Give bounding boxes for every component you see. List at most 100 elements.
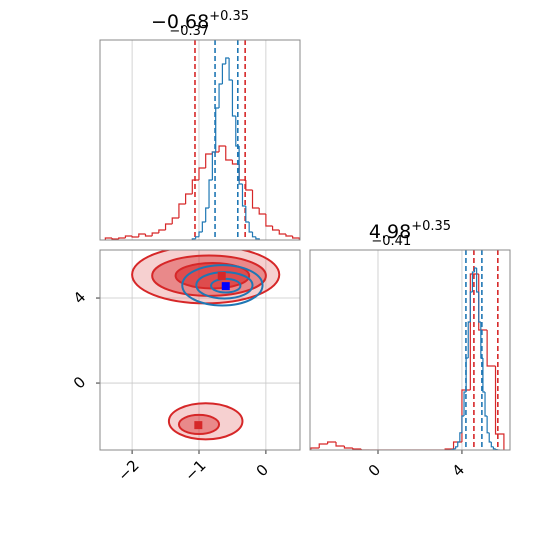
y-tick-label: 4: [70, 288, 89, 307]
histogram-bin: [225, 146, 233, 161]
histogram-bin: [271, 226, 280, 231]
histogram-bin: [482, 358, 486, 393]
histogram-bin: [343, 446, 353, 449]
histogram-bin: [178, 203, 186, 218]
title-median: −0.68: [151, 11, 209, 33]
histogram-bin: [208, 179, 213, 208]
title-minus: −0.41: [371, 234, 411, 249]
histogram-bin: [327, 441, 337, 444]
histogram-bin: [164, 223, 173, 230]
histogram-bin: [486, 330, 496, 367]
histogram-bin: [198, 167, 206, 180]
histogram-bin: [278, 230, 286, 235]
histogram-bin: [104, 237, 113, 240]
panel-title: −0.68+0.35 −0.37: [151, 9, 249, 39]
x-tick-label: 0: [365, 461, 384, 480]
histogram-bin: [144, 234, 153, 237]
histogram-bin: [258, 208, 266, 215]
histogram-bin: [285, 234, 293, 237]
histogram-bin: [205, 153, 213, 168]
histogram-bin: [124, 235, 133, 238]
histogram-bin: [111, 238, 119, 240]
title-plus: +0.35: [209, 9, 249, 24]
contour-level: [167, 402, 244, 441]
histogram-bin: [218, 83, 223, 108]
histogram-bin: [471, 271, 475, 292]
histogram-bin: [461, 415, 465, 433]
histogram-bin: [251, 190, 260, 209]
histogram-bin: [352, 448, 362, 450]
histogram-bin: [198, 231, 203, 237]
histogram-bin: [185, 193, 193, 204]
x-tick-label: 4: [449, 461, 468, 480]
x-tick-label: 0: [253, 461, 272, 480]
histogram-bin: [131, 236, 139, 238]
histogram-bin: [195, 236, 199, 239]
histogram-bin: [171, 217, 179, 224]
point-marker: [221, 282, 230, 291]
histogram-bin: [490, 442, 494, 448]
frame: [99, 39, 301, 241]
contour-level: [210, 277, 242, 294]
point-marker: [217, 271, 226, 280]
histogram-bin: [463, 391, 467, 416]
contour-level: [181, 264, 264, 307]
histogram-bin: [138, 233, 146, 237]
histogram-bin: [231, 80, 236, 117]
histogram-bin: [467, 321, 471, 358]
histogram-bin: [459, 432, 462, 442]
panel-top-left: [104, 40, 300, 240]
histogram-bin: [238, 146, 243, 185]
histogram-bin: [455, 446, 458, 449]
histogram-bin: [151, 232, 159, 236]
frame: [99, 249, 301, 451]
histogram-bin: [205, 207, 210, 222]
histogram-bin: [484, 392, 488, 417]
panel-bottom-right: [310, 250, 505, 450]
histogram-bin: [245, 180, 253, 191]
histogram-bin: [221, 63, 226, 84]
panel-bottom-left: [100, 250, 300, 450]
histogram-bin: [494, 366, 505, 450]
histogram-bin: [225, 57, 230, 64]
histogram-bin: [486, 416, 490, 434]
point-marker: [194, 421, 203, 430]
histogram-bin: [191, 179, 199, 194]
x-tick-label: −1: [181, 456, 209, 484]
histogram-bin: [255, 236, 260, 240]
histogram-bin: [488, 432, 492, 443]
histogram-bin: [478, 292, 481, 323]
histogram-bin: [158, 229, 166, 233]
histogram-bin: [360, 449, 370, 450]
histogram-bin: [292, 236, 300, 240]
histogram-bin: [228, 58, 233, 81]
histogram-bin: [492, 446, 496, 450]
panel-title: 4.98+0.35 −0.41: [369, 219, 451, 249]
frame: [309, 249, 511, 451]
histogram-bin: [473, 267, 477, 272]
histogram-bin: [231, 160, 240, 165]
histogram-bin: [310, 447, 320, 450]
histogram-bin: [248, 222, 253, 233]
histogram-bin: [251, 232, 256, 238]
histogram-bin: [335, 442, 345, 447]
x-tick-label: −2: [114, 456, 142, 484]
title-median: 4.98: [369, 221, 411, 243]
histogram-bin: [265, 214, 273, 227]
histogram-bin: [118, 237, 126, 239]
histogram-bin: [469, 291, 473, 322]
histogram-bin: [318, 443, 328, 448]
histogram-bin: [452, 448, 456, 450]
y-tick-label: 0: [70, 373, 89, 392]
histogram-bin: [245, 206, 250, 223]
title-plus: +0.35: [411, 219, 451, 234]
histogram-bin: [469, 273, 479, 390]
histogram-bin: [241, 184, 246, 207]
histogram-bin: [457, 441, 460, 447]
histogram-bin: [494, 448, 498, 450]
title-minus: −0.37: [169, 24, 209, 39]
histogram-bin: [218, 145, 226, 152]
histogram-bin: [476, 268, 479, 293]
